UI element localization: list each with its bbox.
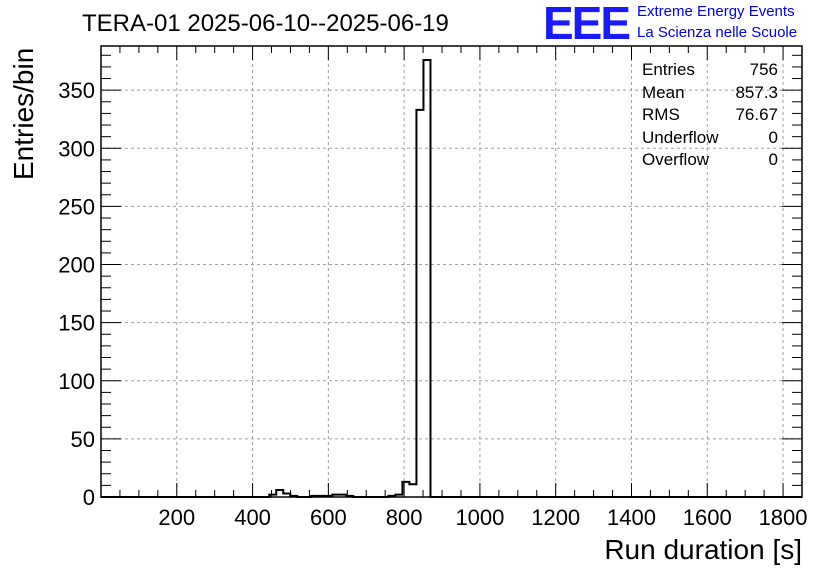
eee-logo: EEE — [543, 0, 631, 49]
y-tick-label: 50 — [71, 427, 95, 452]
stats-box: Entries 756 Mean 857.3 RMS 76.67 Underfl… — [642, 59, 778, 172]
grid-lines — [101, 46, 802, 497]
y-tick-label: 0 — [83, 485, 95, 510]
y-tick-label: 300 — [58, 136, 95, 161]
histogram-bin — [402, 482, 409, 497]
x-axis-label: Run duration [s] — [604, 534, 802, 565]
histogram-bin — [276, 490, 283, 497]
stat-value: 0 — [768, 150, 778, 169]
x-tick-label: 800 — [386, 505, 423, 530]
stat-label: Mean — [642, 82, 685, 102]
histogram-bin — [409, 484, 416, 497]
y-tick-label: 350 — [58, 78, 95, 103]
logo-subtitle-2: La Scienza nelle Scuole — [637, 24, 798, 41]
x-tick-label: 1600 — [683, 505, 732, 530]
axes: 200 400 600 800 1000 1200 1400 1600 1800 0 50 100 15… — [58, 45, 808, 530]
chart-title: TERA-01 2025-06-10--2025-06-19 — [82, 10, 449, 37]
stat-row-entries: Entries 756 — [642, 59, 778, 82]
histogram-bin — [423, 60, 430, 497]
stat-row-overflow: Overflow 0 — [642, 149, 778, 172]
stat-value: 0 — [768, 127, 778, 147]
stat-row-mean: Mean 857.3 — [642, 82, 778, 105]
x-tick-label: 1800 — [759, 505, 808, 530]
stat-value: 76.67 — [735, 105, 778, 124]
x-tick-label: 200 — [158, 505, 195, 530]
x-tick-label: 1200 — [531, 505, 580, 530]
histogram-outline — [101, 58, 802, 498]
x-tick-label: 1400 — [607, 505, 656, 530]
y-axis-label: Entries/bin — [8, 47, 39, 180]
y-tick-label: 250 — [58, 194, 95, 219]
y-tick-label: 200 — [58, 253, 95, 278]
plot-frame — [100, 45, 803, 498]
stat-label: Overflow — [642, 150, 710, 169]
histogram-bins — [101, 58, 802, 498]
y-tick-label: 150 — [58, 311, 95, 336]
stat-row-underflow: Underflow 0 — [642, 127, 778, 150]
y-tick-label: 100 — [58, 369, 95, 394]
stat-row-rms: RMS 76.67 — [642, 104, 778, 127]
logo-subtitle-1: Extreme Energy Events — [637, 3, 795, 20]
stat-value: 857.3 — [735, 82, 778, 102]
stat-label: RMS — [642, 105, 680, 124]
x-tick-label: 600 — [310, 505, 347, 530]
x-tick-label: 1000 — [455, 505, 504, 530]
x-tick-label: 400 — [234, 505, 271, 530]
stat-label: Entries — [642, 60, 695, 79]
stat-label: Underflow — [642, 127, 719, 147]
stat-value: 756 — [749, 60, 778, 79]
